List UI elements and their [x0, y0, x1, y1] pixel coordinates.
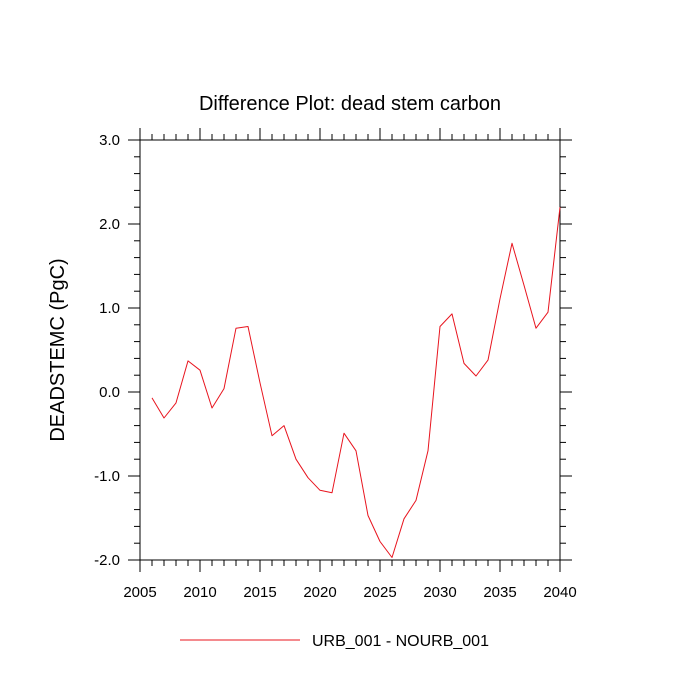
data-point — [547, 312, 548, 313]
data-point — [355, 450, 356, 451]
x-tick-label: 2005 — [123, 584, 156, 601]
data-point — [235, 328, 236, 329]
data-point — [295, 459, 296, 460]
data-point — [259, 382, 260, 383]
data-point — [487, 359, 488, 360]
axis-ticks — [128, 128, 572, 572]
y-tick-label: -2.0 — [94, 552, 120, 569]
y-tick-labels: -2.0 -1.0 0.0 1.0 2.0 3.0 — [94, 132, 120, 569]
data-point — [427, 450, 428, 451]
data-point — [415, 500, 416, 501]
data-point — [199, 370, 200, 371]
y-tick-label: 0.0 — [99, 384, 120, 401]
chart-title: Difference Plot: dead stem carbon — [199, 93, 501, 115]
y-tick-label: 3.0 — [99, 132, 120, 149]
data-point — [187, 360, 188, 361]
x-tick-label: 2030 — [423, 584, 456, 601]
data-point — [379, 541, 380, 542]
x-tick-label: 2035 — [483, 584, 516, 601]
data-point — [403, 518, 404, 519]
data-point — [511, 243, 512, 244]
data-point — [319, 490, 320, 491]
data-point — [283, 425, 284, 426]
x-tick-label: 2010 — [183, 584, 216, 601]
data-point — [535, 328, 536, 329]
data-point — [367, 515, 368, 516]
data-point — [331, 492, 332, 493]
plot-frame — [139, 139, 561, 561]
x-tick-label: 2040 — [543, 584, 576, 601]
data-point — [559, 207, 560, 208]
legend-label: URB_001 - NOURB_001 — [312, 633, 489, 650]
data-point — [175, 402, 176, 403]
data-point — [343, 433, 344, 434]
data-point — [463, 363, 464, 364]
data-point — [163, 417, 164, 418]
y-axis-label: DEADSTEMC (PgC) — [47, 258, 69, 441]
data-point — [391, 557, 392, 558]
x-tick-label: 2015 — [243, 584, 276, 601]
data-point — [223, 388, 224, 389]
legend: URB_001 - NOURB_001 — [180, 633, 489, 650]
data-point — [247, 326, 248, 327]
data-point — [451, 313, 452, 314]
data-point — [307, 477, 308, 478]
series-line — [151, 207, 561, 558]
data-point — [523, 285, 524, 286]
y-tick-label: 1.0 — [99, 300, 120, 317]
data-point — [271, 435, 272, 436]
data-point — [439, 326, 440, 327]
y-tick-label: -1.0 — [94, 468, 120, 485]
y-tick-label: 2.0 — [99, 216, 120, 233]
data-point — [499, 298, 500, 299]
x-tick-label: 2025 — [363, 584, 396, 601]
series-points — [151, 207, 560, 558]
data-point — [475, 375, 476, 376]
data-point — [211, 407, 212, 408]
data-point — [151, 397, 152, 398]
x-tick-labels: 2005 2010 2015 2020 2025 2030 2035 2040 — [123, 584, 576, 601]
x-tick-label: 2020 — [303, 584, 336, 601]
